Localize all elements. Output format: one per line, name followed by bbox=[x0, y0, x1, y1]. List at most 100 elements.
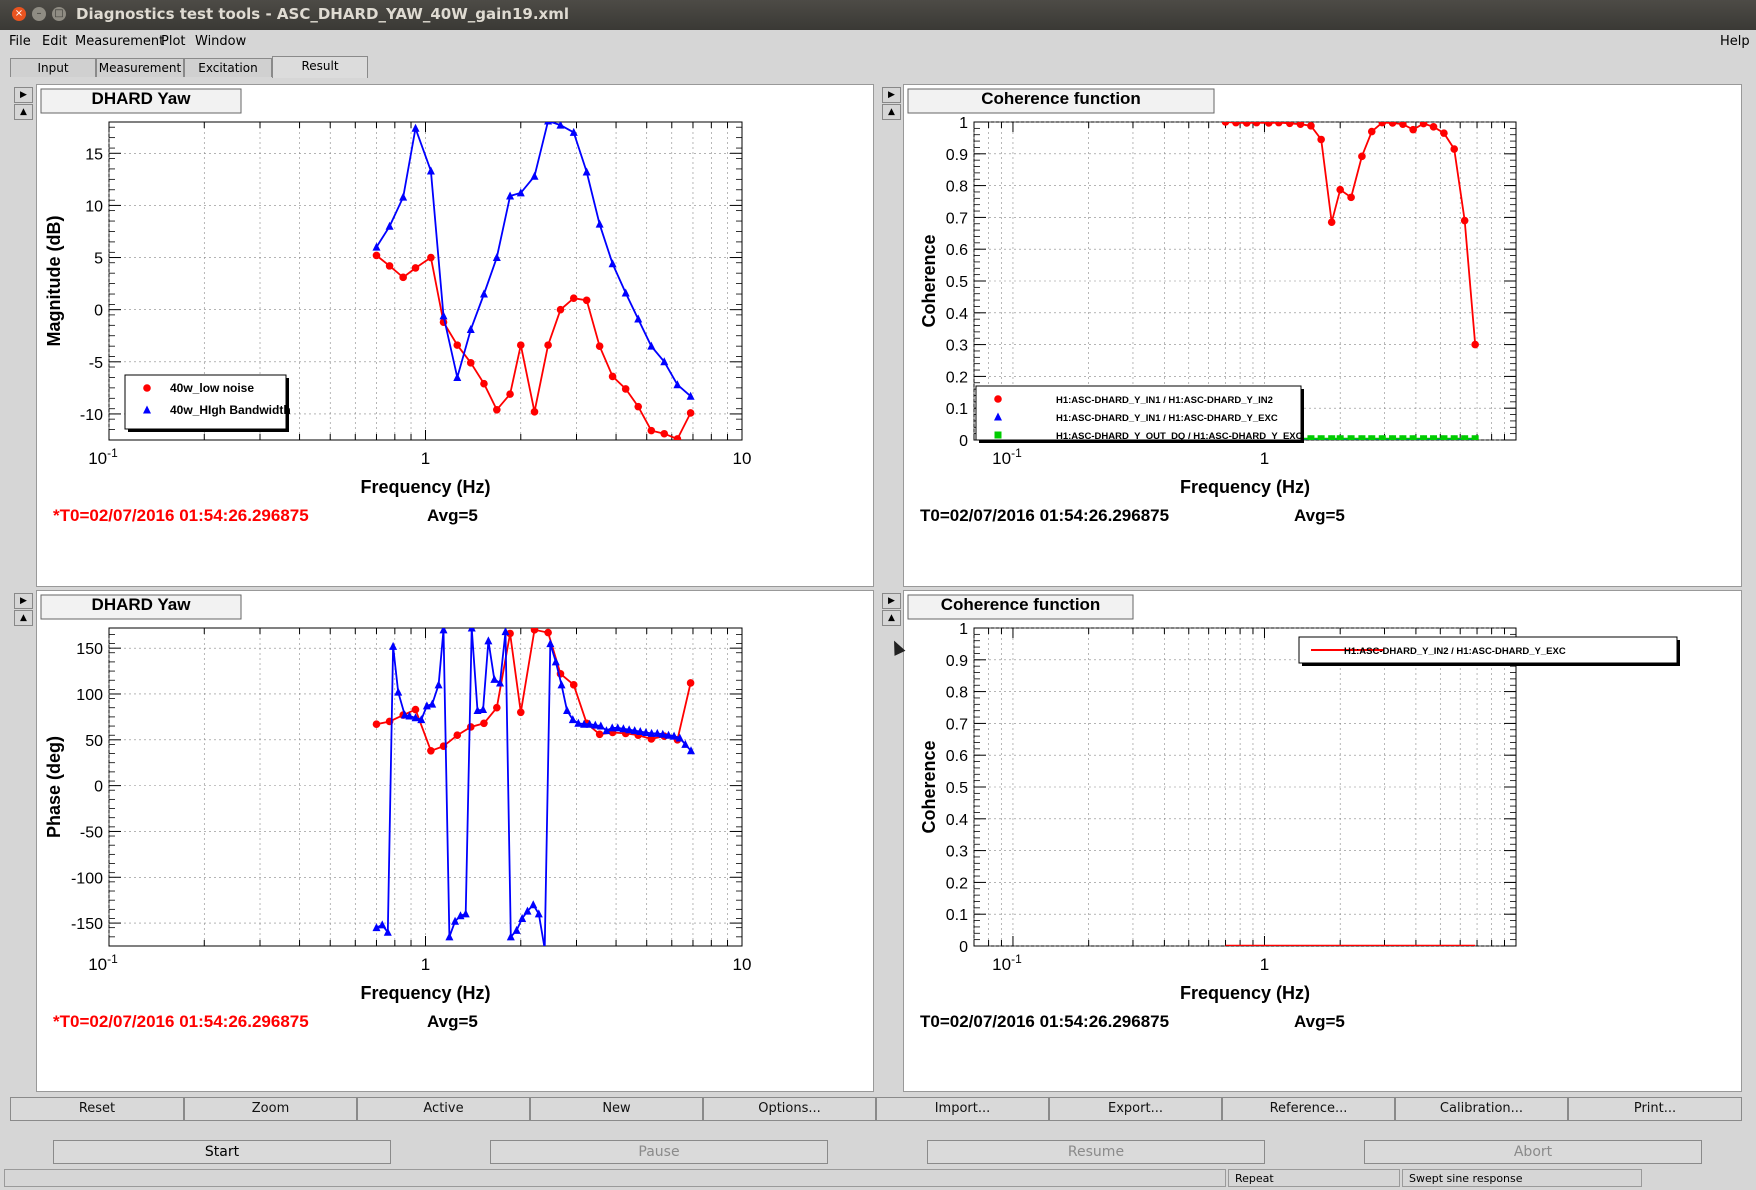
data-point bbox=[411, 264, 420, 272]
data-point bbox=[563, 705, 572, 714]
data-point bbox=[574, 718, 583, 727]
x-tick-label: 1 bbox=[1260, 449, 1269, 468]
data-point bbox=[686, 409, 695, 417]
x-axis-label: Frequency (Hz) bbox=[360, 477, 490, 497]
coherence-chart-bottom[interactable]: Coherence function 0 0.1 0.2 0.3 0.4 0.5 0.6 0.7… bbox=[904, 591, 1741, 1091]
y-axis-label: Magnitude (dB) bbox=[44, 216, 64, 347]
pause-button[interactable]: Pause bbox=[490, 1140, 828, 1164]
data-point bbox=[582, 296, 591, 305]
menu-plot[interactable]: Plot bbox=[161, 34, 186, 49]
menu-bar: File Edit Measurement Plot Window Help bbox=[0, 30, 1756, 52]
legend-box bbox=[975, 385, 1302, 441]
tab-bar: Input Measurement Excitation Result bbox=[0, 56, 1756, 78]
start-button[interactable]: Start bbox=[53, 1140, 391, 1164]
data-point bbox=[1471, 435, 1479, 440]
reference-button[interactable]: Reference... bbox=[1222, 1097, 1395, 1121]
data-point bbox=[1399, 122, 1407, 129]
data-point bbox=[1420, 435, 1428, 440]
data-point bbox=[1419, 122, 1428, 128]
pad-arrow-right-icon[interactable]: ▶ bbox=[14, 593, 33, 609]
data-point bbox=[372, 720, 381, 729]
legend-label: H1:ASC-DHARD_Y_OUT_DQ / H1:ASC-DHARD_Y_E… bbox=[1056, 431, 1303, 442]
y-tick-label: 0.6 bbox=[946, 242, 968, 259]
active-button[interactable]: Active bbox=[357, 1097, 530, 1121]
pad-arrow-right-icon[interactable]: ▶ bbox=[882, 87, 901, 103]
menu-edit[interactable]: Edit bbox=[42, 34, 68, 49]
data-point bbox=[506, 191, 515, 200]
magnitude-chart[interactable]: DHARD Yaw -10 -5 0 5 10 15 10-1 1 10 Frequency (Hz… bbox=[37, 85, 873, 586]
phase-chart[interactable]: DHARD Yaw -150 -100 -50 0 50 100 150 10-1 1 10 Freq… bbox=[37, 591, 873, 1091]
y-tick-label: 100 bbox=[76, 687, 103, 704]
data-point bbox=[660, 429, 669, 438]
pad-arrow-right-icon[interactable]: ▶ bbox=[14, 87, 33, 103]
data-point bbox=[1252, 122, 1261, 127]
data-point bbox=[546, 639, 555, 648]
maximize-icon[interactable]: □ bbox=[52, 7, 66, 21]
pad-arrow-up-icon[interactable]: ▲ bbox=[882, 104, 901, 120]
zoom-button[interactable]: Zoom bbox=[184, 1097, 357, 1121]
data-point bbox=[461, 909, 470, 918]
tab-result[interactable]: Result bbox=[272, 56, 368, 78]
tab-measurement[interactable]: Measurement bbox=[96, 58, 184, 77]
menu-window[interactable]: Window bbox=[195, 34, 247, 49]
series-0 bbox=[372, 251, 695, 440]
y-tick-label: 0.1 bbox=[946, 401, 968, 418]
abort-button[interactable]: Abort bbox=[1364, 1140, 1702, 1164]
minimize-icon[interactable]: – bbox=[32, 7, 46, 21]
x-tick-label: 1 bbox=[1260, 955, 1269, 974]
plot-panel-magnitude[interactable]: DHARD Yaw -10 -5 0 5 10 15 10-1 1 10 Frequency (Hz… bbox=[36, 84, 874, 587]
data-point bbox=[411, 123, 420, 132]
reset-button[interactable]: Reset bbox=[10, 1097, 184, 1121]
plot-panel-phase[interactable]: DHARD Yaw -150 -100 -50 0 50 100 150 10-1 1 10 Freq… bbox=[36, 590, 874, 1092]
pad-arrow-up-icon[interactable]: ▲ bbox=[882, 610, 901, 626]
menu-measurement[interactable]: Measurement bbox=[75, 34, 165, 49]
options-button[interactable]: Options... bbox=[703, 1097, 876, 1121]
x-tick-label: 10-1 bbox=[992, 446, 1022, 468]
data-point bbox=[411, 705, 420, 714]
pad-arrow-up-icon[interactable]: ▲ bbox=[14, 104, 33, 120]
data-point bbox=[634, 314, 643, 323]
data-point bbox=[647, 735, 656, 743]
menu-help[interactable]: Help bbox=[1720, 34, 1750, 49]
y-tick-label: -100 bbox=[71, 870, 103, 887]
pad-arrow-right-icon[interactable]: ▶ bbox=[882, 593, 901, 609]
y-tick-label: -10 bbox=[80, 407, 103, 424]
data-point bbox=[493, 405, 501, 414]
pad-arrow-up-icon[interactable]: ▲ bbox=[14, 610, 33, 626]
y-tick-label: 0.2 bbox=[946, 369, 968, 386]
data-point bbox=[569, 681, 578, 689]
coherence-chart-top[interactable]: Coherence function 0 0.1 0.2 0.3 0.4 0.5 0.6 0.7… bbox=[904, 85, 1741, 586]
data-point bbox=[1450, 145, 1459, 153]
close-icon[interactable]: × bbox=[12, 7, 26, 21]
data-point bbox=[630, 726, 639, 735]
plot-panel-coherence-top[interactable]: Coherence function 0 0.1 0.2 0.3 0.4 0.5 0.6 0.7… bbox=[903, 84, 1742, 587]
data-point bbox=[1317, 135, 1325, 144]
resume-button[interactable]: Resume bbox=[927, 1140, 1265, 1164]
plot-panel-coherence-bottom[interactable]: Coherence function 0 0.1 0.2 0.3 0.4 0.5 0.6 0.7… bbox=[903, 590, 1742, 1092]
import-button[interactable]: Import... bbox=[876, 1097, 1049, 1121]
data-point bbox=[399, 273, 407, 282]
data-point bbox=[1221, 122, 1230, 126]
data-point bbox=[453, 731, 462, 740]
y-tick-label: 0 bbox=[94, 303, 103, 320]
legend-marker bbox=[994, 431, 1002, 439]
data-point bbox=[516, 188, 525, 197]
menu-file[interactable]: File bbox=[9, 34, 31, 49]
export-button[interactable]: Export... bbox=[1049, 1097, 1222, 1121]
tab-input[interactable]: Input bbox=[10, 58, 96, 77]
calibration-button[interactable]: Calibration... bbox=[1395, 1097, 1568, 1121]
data-point bbox=[428, 699, 437, 708]
data-point bbox=[634, 402, 643, 411]
data-point bbox=[543, 944, 546, 946]
new-button[interactable]: New bbox=[530, 1097, 703, 1121]
y-tick-label: 0.7 bbox=[946, 716, 968, 733]
data-point bbox=[400, 710, 409, 719]
data-point bbox=[439, 628, 448, 634]
y-tick-label: 0.5 bbox=[946, 274, 968, 291]
data-point bbox=[608, 372, 617, 381]
tab-excitation[interactable]: Excitation bbox=[184, 58, 272, 77]
data-point bbox=[453, 372, 462, 381]
y-tick-label: 0.7 bbox=[946, 210, 968, 227]
data-point bbox=[480, 719, 488, 728]
print-button[interactable]: Print... bbox=[1568, 1097, 1742, 1121]
